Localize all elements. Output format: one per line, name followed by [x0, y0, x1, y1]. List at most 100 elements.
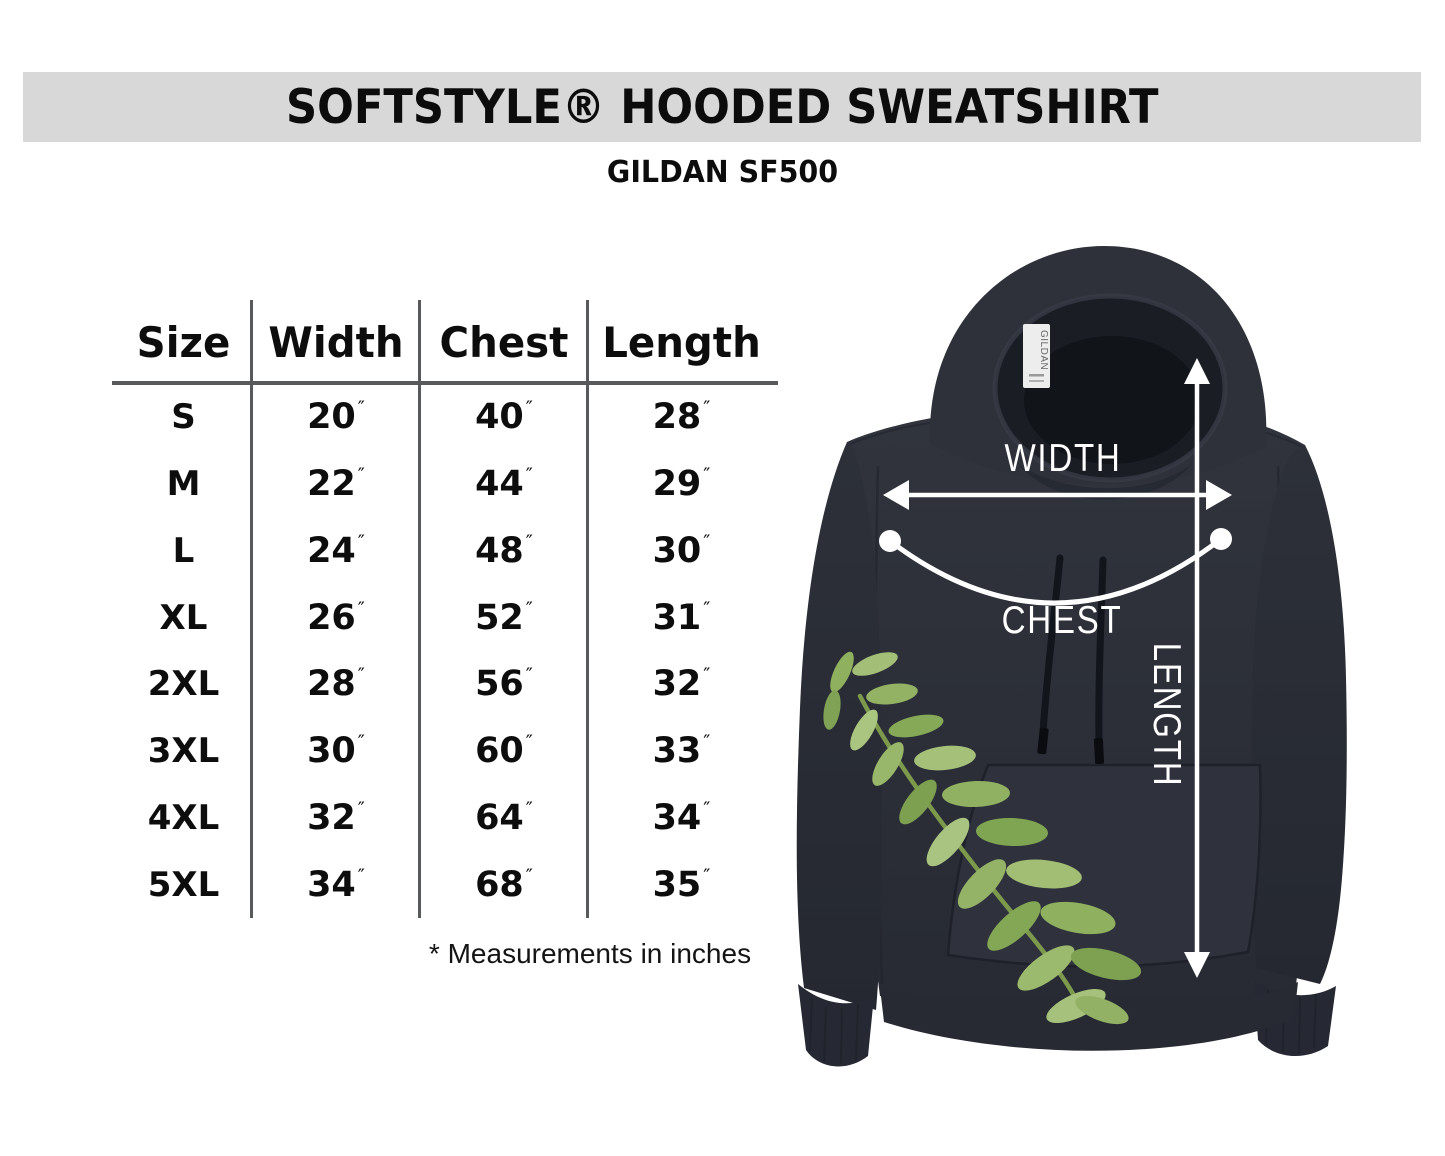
measurement-value: 26 — [307, 597, 356, 638]
col-header-width: Width — [268, 317, 404, 367]
inch-mark: ″ — [703, 464, 711, 487]
leaf — [1040, 901, 1116, 935]
length-cell: 31 ″ — [588, 584, 775, 651]
leaf — [830, 651, 854, 693]
measurement-value: 64 — [475, 797, 524, 838]
inch-mark: ″ — [525, 664, 533, 687]
leaf — [866, 683, 918, 705]
inch-mark: ″ — [525, 397, 533, 420]
width-cell: 26 ″ — [252, 584, 420, 651]
tag-text: GILDAN — [1038, 330, 1049, 370]
width-cell: 34 ″ — [252, 851, 420, 918]
inch-mark: ″ — [357, 664, 365, 687]
inch-mark: ″ — [357, 597, 365, 620]
leaf — [942, 780, 1010, 808]
leaf — [976, 817, 1048, 847]
length-label: LENGTH — [1145, 643, 1189, 788]
inch-mark: ″ — [525, 530, 533, 553]
chest-cell: 44 ″ — [420, 451, 588, 518]
hoodie-diagram: GILDAN WIDTH CHEST LENGTH — [796, 246, 1347, 1067]
chest-cell: 60 ″ — [420, 718, 588, 785]
measurement-value: 31 — [652, 597, 702, 638]
aglet — [1037, 727, 1049, 755]
inch-mark: ″ — [525, 797, 533, 820]
width-cell: 32 ″ — [252, 785, 420, 852]
inch-mark: ″ — [357, 864, 365, 887]
width-arrow: WIDTH — [883, 435, 1232, 510]
measurement-value: 68 — [475, 864, 524, 905]
length-arrow: LENGTH — [1145, 358, 1210, 978]
width-cell: 20 ″ — [252, 384, 420, 451]
measurement-value: 52 — [475, 597, 524, 638]
measurement-value: 56 — [475, 664, 524, 705]
size-cell: 2XL — [147, 664, 220, 705]
measurement-value: 48 — [475, 530, 524, 571]
hoodie-left-sleeve — [796, 442, 882, 1067]
leaf — [1070, 947, 1142, 981]
chest-cell: 40 ″ — [420, 384, 588, 451]
leaf — [987, 901, 1041, 951]
inch-mark: ″ — [703, 597, 711, 620]
length-cell: 35 ″ — [588, 851, 775, 918]
leaf — [852, 652, 898, 676]
inch-mark: ″ — [703, 731, 711, 754]
chest-cell: 48 ″ — [420, 518, 588, 585]
measurement-value: 24 — [307, 530, 356, 571]
leaf — [850, 709, 878, 751]
length-cell: 32 ″ — [588, 651, 775, 718]
aglet — [1093, 737, 1105, 765]
table-header-rule — [112, 381, 778, 385]
measurement-value: 33 — [652, 731, 702, 772]
inch-mark: ″ — [525, 464, 533, 487]
inch-mark: ″ — [525, 864, 533, 887]
inch-mark: ″ — [357, 731, 365, 754]
measurement-value: 34 — [652, 797, 702, 838]
leaf — [872, 742, 904, 786]
width-cell: 24 ″ — [252, 518, 420, 585]
inch-mark: ″ — [357, 530, 365, 553]
inch-mark: ″ — [703, 664, 711, 687]
inch-mark: ″ — [703, 397, 711, 420]
inch-mark: ″ — [525, 597, 533, 620]
leaf — [899, 779, 937, 825]
leaf — [888, 714, 944, 738]
left-cuff — [798, 984, 874, 1067]
size-cell: S — [171, 397, 196, 438]
measurement-value: 44 — [475, 464, 524, 505]
measurement-value: 30 — [652, 530, 702, 571]
length-cell: 33 ″ — [588, 718, 775, 785]
width-cell: 22 ″ — [252, 451, 420, 518]
gildan-tag: GILDAN — [1023, 324, 1050, 388]
size-table: Size Width Chest Length S 20 ″ 40 ″ 28 ″ M … — [112, 300, 778, 918]
leaf — [914, 745, 976, 771]
chest-cell: 64 ″ — [420, 785, 588, 852]
length-cell: 34 ″ — [588, 785, 775, 852]
table-divider — [418, 300, 421, 918]
size-cell: XL — [159, 597, 208, 638]
size-cell: M — [166, 464, 201, 505]
inch-mark: ″ — [525, 731, 533, 754]
col-header-length: Length — [602, 317, 761, 367]
length-cell: 29 ″ — [588, 451, 775, 518]
width-cell: 30 ″ — [252, 718, 420, 785]
inch-mark: ″ — [357, 797, 365, 820]
leaf-branch — [823, 651, 1142, 1025]
measurement-value: 32 — [652, 664, 702, 705]
title-bar: SOFTSTYLE® HOODED SWEATSHIRT — [23, 72, 1421, 142]
size-cell: 4XL — [147, 797, 220, 838]
leaf — [1017, 945, 1075, 991]
inch-mark: ″ — [357, 464, 365, 487]
leaf — [957, 859, 1007, 909]
inch-mark: ″ — [703, 864, 711, 887]
leaf — [1006, 859, 1082, 889]
page-title: SOFTSTYLE® HOODED SWEATSHIRT — [285, 79, 1159, 135]
measurement-value: 40 — [475, 397, 524, 438]
hem-band — [880, 982, 1298, 1051]
size-cell: L — [172, 530, 195, 571]
measurement-value: 22 — [307, 464, 356, 505]
chest-curve: CHEST — [879, 528, 1232, 642]
width-label: WIDTH — [1004, 435, 1121, 479]
size-cell: 5XL — [147, 864, 220, 905]
measurement-value: 35 — [652, 864, 702, 905]
